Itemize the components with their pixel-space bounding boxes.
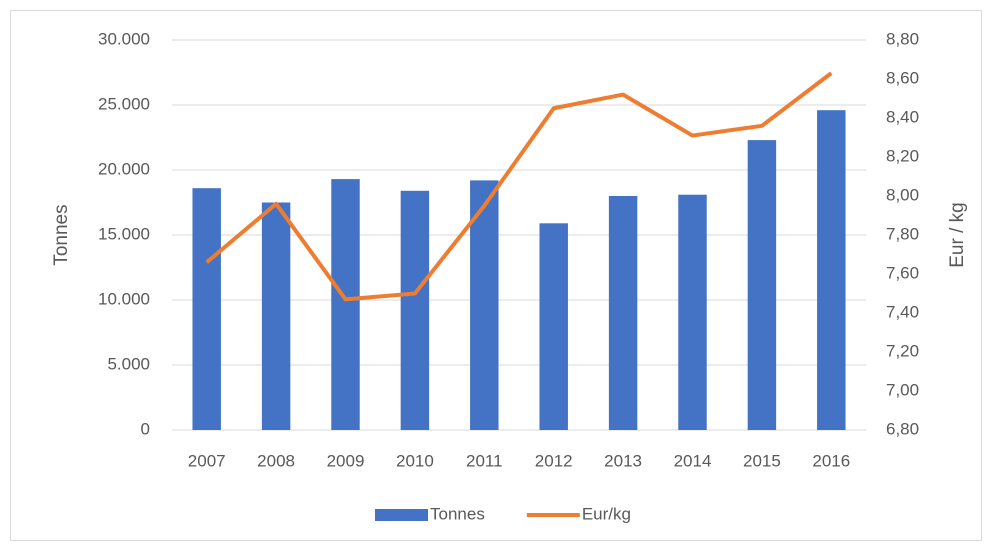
x-tick-label: 2008	[257, 451, 295, 470]
y-tick-label: 25.000	[98, 94, 150, 113]
x-tick-label: 2012	[535, 451, 573, 470]
y2-tick-label: 7,80	[886, 224, 919, 243]
bar	[331, 179, 360, 430]
bar	[817, 110, 846, 430]
y-tick-label: 5.000	[107, 354, 150, 373]
x-tick-label: 2013	[604, 451, 642, 470]
bar	[400, 190, 430, 430]
line	[205, 71, 833, 302]
bar	[678, 194, 707, 430]
y-tick-label: 15.000	[98, 224, 150, 243]
x-tick-label: 2016	[812, 451, 850, 470]
bar	[747, 140, 777, 430]
bar	[608, 196, 638, 430]
y2-tick-label: 7,20	[886, 341, 919, 360]
y-tick-label: 0	[141, 419, 150, 438]
y-axis-title: Tonnes	[51, 204, 72, 265]
y2-tick-label: 8,80	[886, 29, 919, 48]
x-tick-label: 2011	[466, 451, 503, 470]
y2-tick-label: 8,60	[886, 68, 919, 87]
x-tick-label: 2007	[188, 451, 226, 470]
y-tick-label: 20.000	[98, 159, 150, 178]
y-tick-label: 10.000	[98, 289, 150, 308]
y2-tick-label: 7,40	[886, 302, 919, 321]
bar	[192, 188, 221, 430]
y2-axis-title: Eur / kg	[947, 202, 968, 267]
bar	[470, 180, 499, 430]
legend-label: Eur/kg	[582, 504, 631, 523]
y2-tick-label: 8,00	[886, 185, 919, 204]
bar	[539, 223, 568, 430]
x-tick-label: 2009	[327, 451, 365, 470]
y2-tick-label: 8,40	[886, 107, 919, 126]
x-tick-label: 2015	[743, 451, 781, 470]
x-tick-label: 2010	[396, 451, 434, 470]
bar	[261, 202, 291, 430]
legend-label: Tonnes	[430, 504, 485, 523]
y2-tick-label: 7,00	[886, 380, 919, 399]
x-tick-label: 2014	[674, 451, 712, 470]
y-tick-label: 30.000	[98, 29, 150, 48]
y2-tick-label: 7,60	[886, 263, 919, 282]
y2-tick-label: 6,80	[886, 419, 919, 438]
y2-tick-label: 8,20	[886, 146, 919, 165]
legend-swatch	[375, 509, 428, 521]
